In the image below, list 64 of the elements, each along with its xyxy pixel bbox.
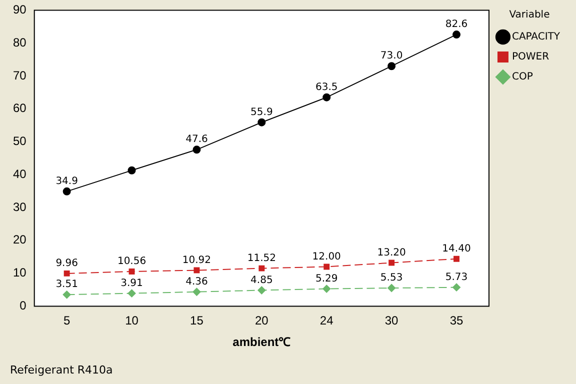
point — [192, 146, 201, 154]
point — [258, 118, 266, 126]
x-tick-label: 30 — [384, 314, 399, 328]
data-label: 82.6 — [445, 19, 468, 30]
data-label: 10.92 — [182, 254, 212, 266]
x-tick-label: 15 — [190, 314, 204, 328]
data-label: 14.40 — [442, 243, 471, 254]
y-tick-label: 90 — [12, 2, 27, 17]
y-tick-label: 40 — [12, 166, 27, 181]
data-label: 12.00 — [312, 251, 341, 262]
y-tick-label: 50 — [12, 134, 27, 148]
y-tick-label: 60 — [12, 101, 27, 116]
y-tick-label: 0 — [20, 298, 27, 313]
y-tick-label: 30 — [12, 200, 27, 214]
x-axis-title: ambient℃ — [232, 335, 291, 350]
text: Refeigerant R410a — [10, 363, 113, 376]
data-label: 5.53 — [380, 272, 403, 284]
y-tick-label: 70 — [12, 68, 27, 82]
data-label: 4.36 — [186, 276, 208, 288]
data-label: 10.56 — [117, 256, 146, 268]
y-tick-label: 10 — [12, 266, 27, 280]
data-label: 34.9 — [56, 176, 78, 188]
y-tick-label: 20 — [12, 232, 27, 247]
data-label: 11.52 — [247, 252, 276, 264]
data-label: 13.20 — [377, 247, 406, 258]
point — [258, 265, 265, 272]
point — [194, 267, 200, 274]
point — [128, 289, 136, 298]
data-label: 63.5 — [315, 82, 338, 93]
legend-label: POWER — [512, 52, 550, 63]
point — [322, 284, 331, 293]
data-label: 9.96 — [56, 258, 78, 270]
data-label: 3.51 — [56, 279, 78, 290]
point — [64, 270, 70, 276]
data-label: 47.6 — [186, 134, 208, 146]
point — [322, 93, 331, 102]
data-label: 73.0 — [380, 50, 403, 62]
point — [454, 256, 460, 262]
data-label: 3.91 — [120, 278, 143, 289]
point — [128, 166, 136, 174]
point — [388, 284, 396, 292]
point — [128, 268, 135, 274]
legend-title: Variable — [509, 10, 550, 21]
data-label: 4.85 — [250, 274, 273, 286]
point — [258, 286, 266, 294]
x-tick-label: 10 — [125, 314, 139, 328]
x-tick-label: 24 — [320, 314, 334, 328]
point — [192, 288, 201, 296]
legend-label: CAPACITY — [512, 32, 561, 43]
point — [62, 290, 71, 299]
point — [452, 283, 460, 292]
data-label: 55.9 — [250, 106, 273, 118]
x-tick-label: 35 — [450, 314, 464, 328]
x-tick-label: 20 — [254, 314, 269, 328]
point — [324, 264, 330, 270]
data-label: 5.73 — [445, 272, 468, 283]
x-tick-label: 5 — [63, 314, 70, 328]
point — [388, 62, 396, 70]
point — [62, 187, 71, 196]
legend-label: COP — [512, 72, 533, 83]
point — [388, 260, 395, 266]
point — [452, 30, 460, 39]
y-tick-label: 80 — [12, 35, 27, 50]
data-label: 5.29 — [315, 273, 338, 284]
